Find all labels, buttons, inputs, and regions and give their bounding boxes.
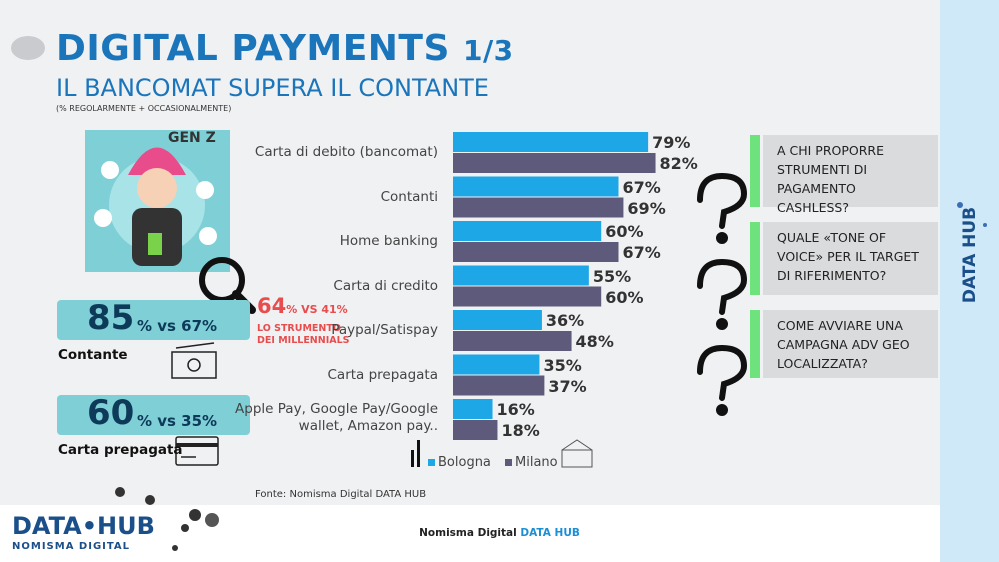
stat-rest: % vs 67% bbox=[137, 317, 218, 335]
icon bbox=[196, 181, 214, 199]
value-label: 67% bbox=[622, 243, 661, 262]
question: A CHI PROPORRE STRUMENTI DI PAGAMENTO CA… bbox=[763, 135, 938, 215]
stat-main: 60 bbox=[87, 393, 135, 433]
value-label: 37% bbox=[548, 376, 587, 396]
legend-swatch bbox=[505, 459, 512, 466]
bar bbox=[453, 331, 572, 351]
note: (% REGOLARMENTE + OCCASIONALMENTE) bbox=[56, 104, 232, 113]
bar bbox=[453, 310, 542, 330]
value-label: 82% bbox=[659, 154, 698, 173]
blob bbox=[11, 36, 45, 60]
logo-sub: NOMISMA DIGITAL bbox=[12, 541, 131, 552]
icon bbox=[101, 161, 119, 179]
footer: Nomisma Digital DATA HUB bbox=[0, 527, 999, 539]
legend-swatch bbox=[428, 459, 435, 466]
source: Fonte: Nomisma Digital DATA HUB bbox=[255, 489, 427, 500]
bar bbox=[453, 265, 589, 286]
stat-rest: % vs 35% bbox=[137, 412, 218, 430]
value-label: 16% bbox=[496, 400, 535, 419]
value-label: 60% bbox=[605, 222, 644, 241]
logo: DATA•HUB bbox=[12, 512, 155, 540]
question-accent bbox=[750, 222, 760, 295]
bar bbox=[453, 176, 619, 197]
bar bbox=[453, 132, 649, 152]
caption-line: DEI MILLENNIALS bbox=[257, 335, 350, 346]
bar bbox=[453, 399, 493, 419]
city-icons bbox=[411, 439, 593, 468]
bar bbox=[453, 221, 602, 241]
millennials-stat: 64% VS 41% bbox=[257, 294, 348, 318]
footer-brand: DATA HUB bbox=[520, 527, 580, 539]
bar bbox=[453, 420, 498, 440]
millennials-rest: % VS 41% bbox=[286, 303, 348, 316]
caption-line: LO STRUMENTO bbox=[257, 323, 341, 334]
bar bbox=[453, 375, 545, 396]
value-label: 18% bbox=[501, 421, 540, 440]
category-label: Carta prepagata bbox=[327, 366, 439, 383]
banknote-icon bbox=[171, 342, 217, 379]
bar bbox=[453, 242, 619, 262]
bar bbox=[453, 354, 540, 375]
illustration-label: GEN Z bbox=[168, 130, 216, 146]
value-label: 67% bbox=[622, 177, 661, 197]
bar bbox=[453, 153, 656, 173]
question: COME AVVIARE UNA CAMPAGNA ADV GEO LOCALI… bbox=[763, 310, 938, 378]
value-label: 35% bbox=[543, 355, 582, 375]
legend-label: Milano bbox=[515, 455, 558, 470]
title: DIGITAL PAYMENTS 1/3 bbox=[56, 28, 514, 69]
value-label: 79% bbox=[652, 133, 691, 152]
card-icon bbox=[175, 436, 219, 466]
value-label: 48% bbox=[575, 332, 614, 351]
bar bbox=[453, 197, 624, 218]
question-accent bbox=[750, 310, 760, 378]
question-icons bbox=[697, 172, 748, 416]
value-label: 69% bbox=[627, 198, 666, 218]
side-logo: DATA HUB bbox=[960, 206, 980, 304]
stat-label: Carta prepagata bbox=[58, 442, 183, 458]
category-label: Home banking bbox=[339, 233, 438, 249]
bar-chart bbox=[428, 132, 656, 466]
value-label: 55% bbox=[592, 266, 632, 286]
phone bbox=[148, 233, 162, 255]
icon bbox=[94, 209, 112, 227]
stat-label: Contante bbox=[58, 347, 128, 363]
title-part: 1/3 bbox=[462, 34, 514, 67]
question-accent bbox=[750, 135, 760, 207]
category-label: Carta di credito bbox=[333, 277, 438, 294]
stat-box: 60% vs 35% bbox=[57, 393, 250, 435]
millennials-caption: LO STRUMENTO DEI MILLENNIALS bbox=[257, 323, 350, 347]
category-label: Apple Pay, Google Pay/Google wallet, Ama… bbox=[235, 401, 438, 434]
dots bbox=[115, 202, 987, 551]
millennials-main: 64 bbox=[257, 294, 287, 318]
question: QUALE «TONE OF VOICE» PER IL TARGET DI R… bbox=[763, 222, 938, 295]
category-label: Paypal/Satispay bbox=[331, 322, 438, 338]
stat-box: 85% vs 67% bbox=[57, 298, 250, 340]
bar bbox=[453, 286, 602, 307]
stat-main: 85 bbox=[87, 298, 135, 338]
side-strip bbox=[940, 0, 999, 562]
footer-text: Nomisma Digital bbox=[419, 527, 517, 539]
category-label: Contanti bbox=[380, 188, 438, 205]
title-text: DIGITAL PAYMENTS bbox=[56, 28, 450, 69]
category-label: Carta di debito (bancomat) bbox=[254, 144, 438, 160]
value-label: 60% bbox=[605, 287, 644, 307]
subtitle: IL BANCOMAT SUPERA IL CONTANTE bbox=[56, 74, 489, 102]
icon bbox=[199, 227, 217, 245]
face bbox=[137, 168, 177, 208]
legend-label: Bologna bbox=[438, 455, 491, 470]
hat bbox=[128, 147, 186, 175]
value-label: 36% bbox=[545, 311, 585, 330]
